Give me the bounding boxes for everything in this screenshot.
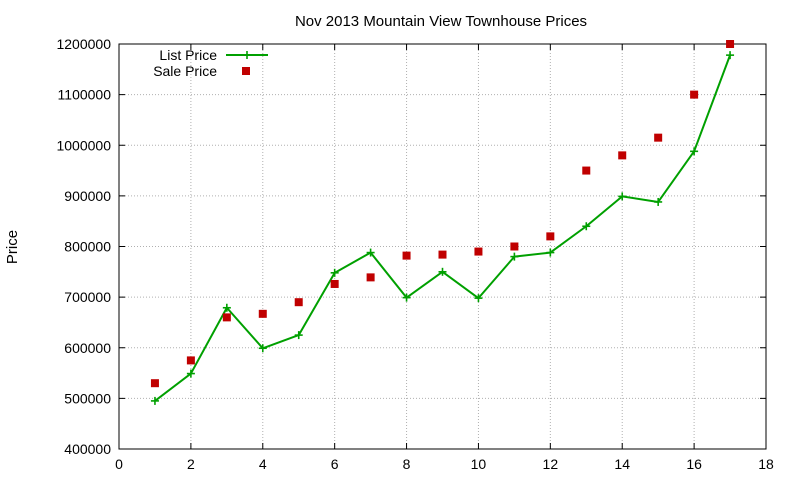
sale-price-point [330,279,339,288]
list-price-point [402,293,411,302]
y-tick-label: 500000 [64,390,111,406]
data-series [150,40,735,405]
axis-ticks [118,43,767,450]
sale-price-point [690,90,699,99]
list-price-line [154,54,731,402]
list-price-point [222,303,231,312]
y-tick-label: 800000 [64,239,111,255]
x-tick-label: 18 [758,456,774,472]
series-sale-price [150,40,735,388]
x-tick-label: 16 [686,456,702,472]
sale-price-point [258,309,267,318]
y-tick-label: 1200000 [56,36,111,52]
series-list-price [150,51,735,405]
list-price-point [726,51,735,60]
list-price-point [294,331,303,340]
legend-plus-sample [243,51,251,59]
list-price-point [618,192,627,201]
chart-title: Nov 2013 Mountain View Townhouse Prices [295,13,587,30]
legend-square-sample [242,67,250,75]
x-tick-label: 10 [471,456,487,472]
x-tick-label: 14 [614,456,630,472]
y-axis-tick-labels: 400000 500000 600000 700000 800000 900000 1000… [56,36,111,457]
list-price-point [654,197,663,206]
sale-price-point [582,166,591,175]
x-tick-label: 4 [259,456,267,472]
legend-label-list-price: List Price [159,47,217,63]
y-tick-label: 1100000 [58,87,112,103]
grid-lines [119,44,766,449]
legend-label-sale-price: Sale Price [153,63,217,79]
list-price-point [438,267,447,276]
y-tick-label: 700000 [64,289,111,305]
x-tick-label: 0 [115,456,123,472]
list-price-point [186,369,195,378]
sale-price-point [402,251,411,260]
y-tick-label: 1000000 [56,137,111,153]
legend-swatch-sale-price [242,67,250,75]
list-price-point [258,344,267,353]
x-tick-label: 8 [403,456,411,472]
list-price-point [474,294,483,303]
list-price-point [330,268,339,277]
sale-price-point [438,250,447,259]
list-price-point [510,252,519,261]
sale-price-point [618,151,627,160]
sale-price-point [654,133,663,142]
list-price-point [582,222,591,231]
y-tick-label: 900000 [64,188,111,204]
sale-price-point [150,379,159,388]
sale-price-point [726,40,735,48]
y-tick-label: 600000 [64,340,111,356]
sale-price-point [186,356,195,365]
list-price-point [546,248,555,257]
legend: List Price Sale Price [153,47,268,79]
sale-price-point [546,232,555,241]
list-price-point [690,147,699,156]
y-axis-label: Price [4,230,21,264]
sale-price-point [510,242,519,251]
list-price-point [150,396,159,405]
x-tick-label: 2 [187,456,195,472]
x-tick-label: 12 [543,456,559,472]
y-tick-label: 400000 [64,441,111,457]
list-price-point [366,248,375,257]
legend-swatch-list-price [226,51,268,59]
sale-price-point [294,298,303,307]
sale-price-point [474,247,483,256]
sale-price-point [222,313,231,322]
sale-price-point [366,273,375,282]
x-axis-tick-labels: 0 2 4 6 8 10 12 14 16 18 [115,456,774,472]
x-tick-label: 6 [331,456,339,472]
